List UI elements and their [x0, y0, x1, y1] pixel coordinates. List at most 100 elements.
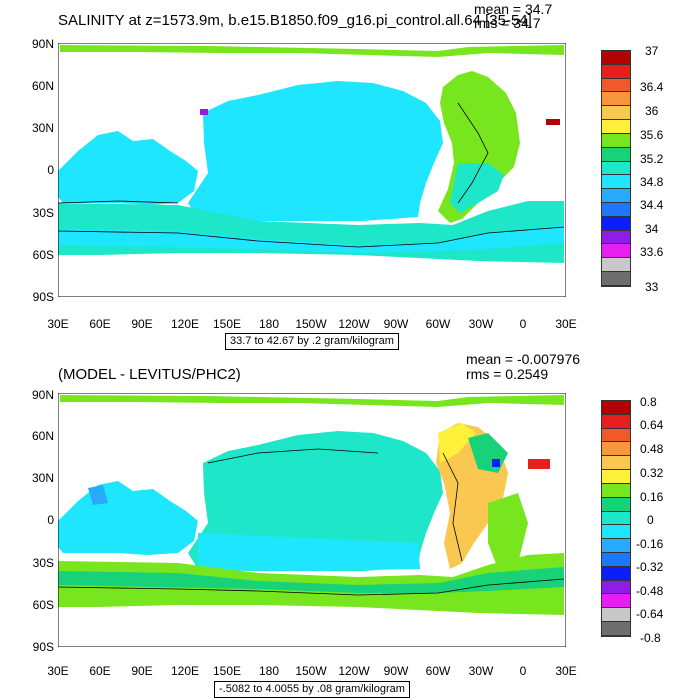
- lon-label: 90E: [131, 664, 153, 678]
- colorbar-segment: [602, 497, 630, 512]
- colorbar-label: -0.16: [636, 537, 664, 551]
- colorbar-segment: [602, 566, 630, 581]
- colorbar-segment: [602, 483, 630, 498]
- colorbar-label: 35.6: [640, 128, 664, 142]
- colorbar-segment: [602, 272, 630, 286]
- lat-label: 30N: [31, 121, 54, 135]
- colorbar-segment: [602, 580, 630, 595]
- contour-line: [442, 452, 463, 562]
- colorbar-label: 0.64: [640, 418, 664, 432]
- arctic-ocean: [60, 45, 564, 57]
- colorbar-segment: [602, 216, 630, 231]
- colorbar-label: -0.32: [636, 560, 664, 574]
- lon-label: 120E: [170, 317, 200, 331]
- colorbar-label: 36: [645, 104, 659, 118]
- lon-label: 120W: [338, 317, 370, 331]
- colorbar-segment: [602, 189, 630, 203]
- contour-line: [457, 102, 489, 204]
- colorbar-segment: [602, 92, 630, 107]
- difference-map: [58, 393, 566, 647]
- colorbar-segment: [602, 106, 630, 121]
- panel-title: (MODEL - LEVITUS/PHC2): [58, 366, 241, 383]
- lat-label: 60S: [32, 248, 54, 262]
- lat-label: 90N: [31, 37, 54, 51]
- colorbar-label: -0.48: [636, 584, 664, 598]
- lat-label: 60N: [31, 429, 54, 443]
- lon-label: 30E: [555, 664, 577, 678]
- colorbar-label: 0.8: [640, 395, 657, 409]
- lat-label: 60S: [32, 598, 54, 612]
- colorbar-label: 0.48: [640, 442, 664, 456]
- lon-label: 30E: [555, 317, 577, 331]
- colorbar-segment: [602, 258, 630, 272]
- lon-label: 30W: [468, 317, 494, 331]
- colorbar-segment: [602, 608, 630, 622]
- mean-value: mean = -0.007976: [466, 351, 581, 367]
- arctic-ocean: [60, 395, 564, 407]
- colorbar-label: 0.32: [640, 466, 664, 480]
- lon-label: 60E: [89, 664, 111, 678]
- colorbar-segment: [602, 175, 630, 190]
- colorbar-segment: [602, 161, 630, 176]
- colorbar-label: 33: [645, 280, 659, 294]
- lon-label: 150E: [212, 664, 242, 678]
- colorbar-segment: [602, 120, 630, 134]
- colorbar-label: 33.6: [640, 245, 664, 259]
- indian-ocean: [58, 131, 198, 205]
- lat-label: 30S: [32, 206, 54, 220]
- colorbar-segment: [602, 622, 630, 636]
- contour-line: [58, 200, 179, 204]
- colorbar-segment: [602, 428, 630, 443]
- lon-label: 90W: [383, 664, 409, 678]
- lon-label: 150E: [212, 317, 242, 331]
- colorbar-segment: [602, 539, 630, 553]
- colorbar-segment: [602, 401, 630, 415]
- salinity-map: [58, 43, 566, 297]
- colorbar-box: [601, 50, 631, 287]
- lon-label: 60W: [425, 317, 451, 331]
- colorbar-segment: [602, 133, 630, 148]
- lon-label: 120E: [170, 664, 200, 678]
- lon-label: 150W: [295, 664, 327, 678]
- contour-info: -.5082 to 4.0055 by .08 gram/kilogram: [214, 681, 410, 698]
- colorbar-segment: [602, 456, 630, 471]
- colorbar-segment: [602, 51, 630, 65]
- lat-label: 90S: [32, 290, 54, 304]
- lon-label: 150W: [295, 317, 327, 331]
- north-atlantic-yellow: [438, 423, 476, 463]
- colorbar-segment: [602, 78, 630, 93]
- mean-value: mean = 34.7: [474, 1, 553, 17]
- sea-of-okhotsk-spot: [200, 109, 208, 115]
- lon-label: 30W: [468, 664, 494, 678]
- colorbar-label: 34.4: [640, 198, 664, 212]
- colorbar-label: 36.4: [640, 80, 664, 94]
- colorbar-segment: [602, 594, 630, 609]
- contour-line: [58, 578, 565, 596]
- southern-ocean-deep: [58, 225, 564, 253]
- colorbar-label: 34: [645, 222, 659, 236]
- lon-label: 90E: [131, 317, 153, 331]
- colorbar-box: [601, 400, 631, 637]
- lon-label: 30E: [47, 317, 69, 331]
- lon-label: 90W: [383, 317, 409, 331]
- contour-line: [207, 448, 379, 464]
- colorbar-segment: [602, 552, 630, 567]
- contour-info: 33.7 to 42.67 by .2 gram/kilogram: [225, 333, 399, 350]
- colorbar-segment: [602, 442, 630, 457]
- colorbar-label: 0.16: [640, 490, 664, 504]
- arabian-sea-patch: [88, 485, 108, 505]
- colorbar-segment: [602, 511, 630, 526]
- lon-label: 120W: [338, 664, 370, 678]
- lon-label: 30E: [47, 664, 69, 678]
- lat-label: 30N: [31, 471, 54, 485]
- colorbar-segment: [602, 525, 630, 540]
- lon-label: 180: [258, 664, 280, 678]
- contour-line: [58, 226, 565, 248]
- labrador-core: [492, 459, 500, 467]
- lat-label: 30S: [32, 556, 54, 570]
- mediterranean-spot: [546, 119, 560, 125]
- lon-label: 60E: [89, 317, 111, 331]
- panel-title: SALINITY at z=1573.9m, b.e15.B1850.f09_g…: [58, 12, 532, 29]
- colorbar-segment: [602, 64, 630, 79]
- colorbar-segment: [602, 230, 630, 245]
